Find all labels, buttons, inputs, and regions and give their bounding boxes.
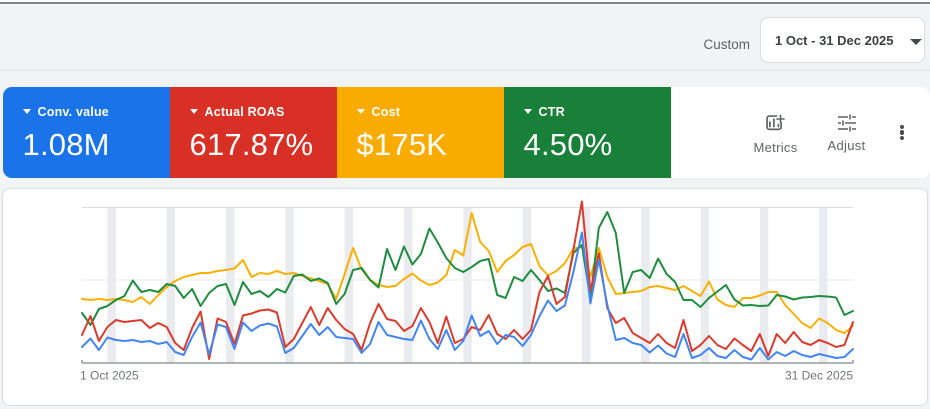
svg-text:31 Dec 2025: 31 Dec 2025 — [785, 369, 853, 383]
svg-text:1 Oct 2025: 1 Oct 2025 — [80, 369, 139, 383]
